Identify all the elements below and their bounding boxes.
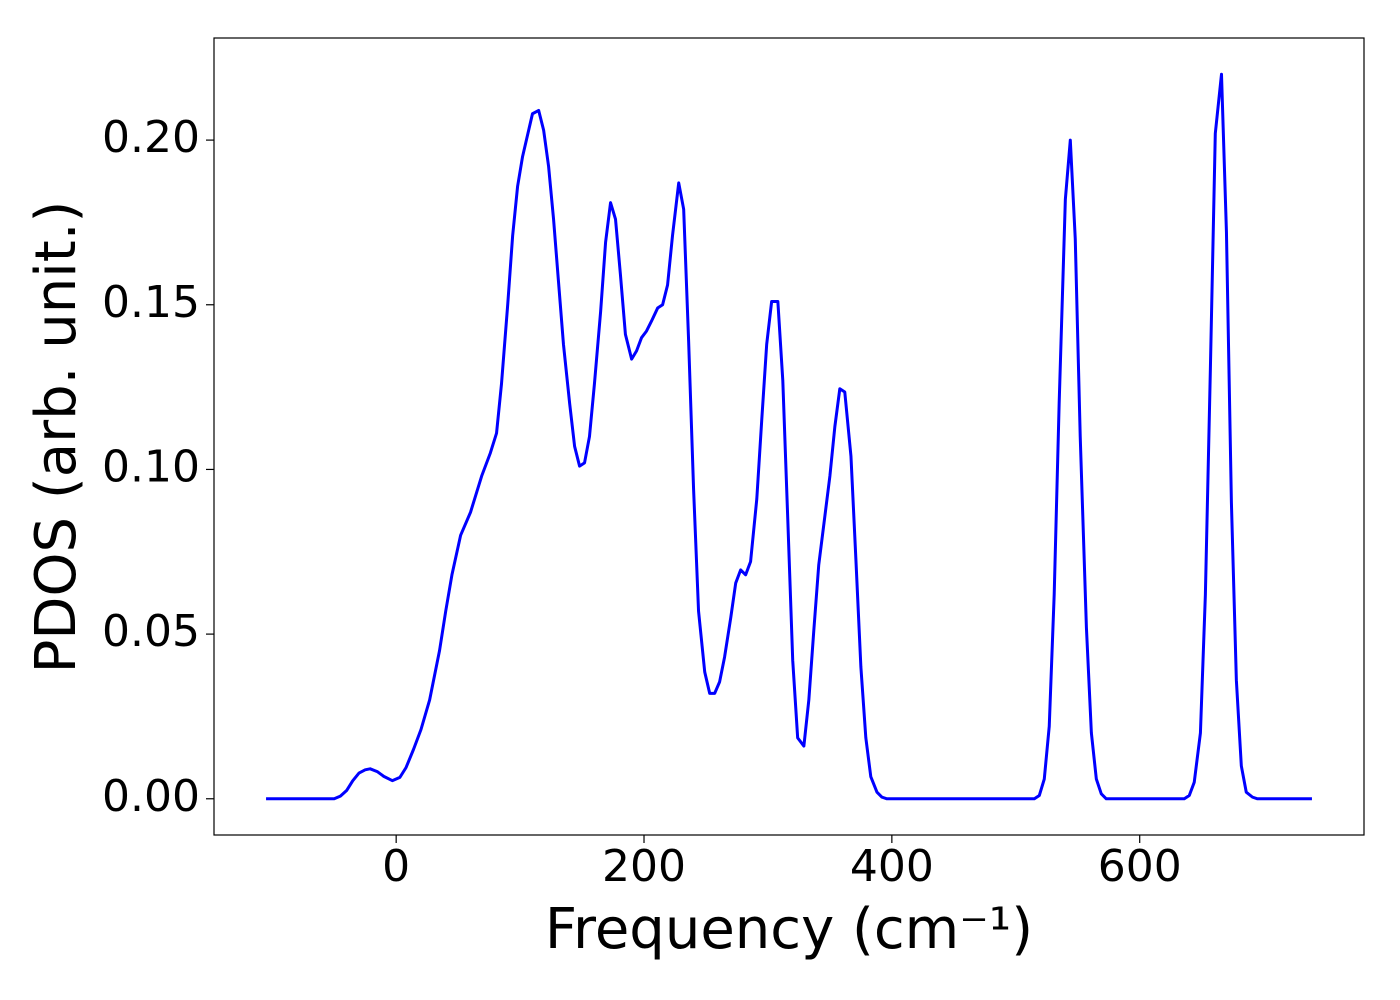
y-tick-label: 0.05 xyxy=(102,606,200,657)
y-axis-label: PDOS (arb. unit.) xyxy=(24,201,89,674)
pdos-line xyxy=(266,72,1312,801)
y-tick-label: 0.10 xyxy=(102,441,200,492)
x-tick-label: 200 xyxy=(602,841,686,892)
x-tick-label: 400 xyxy=(850,841,934,892)
x-tick-label: 0 xyxy=(382,841,410,892)
x-tick-label: 600 xyxy=(1098,841,1182,892)
y-tick-label: 0.15 xyxy=(102,277,200,328)
x-axis-label: Frequency (cm⁻¹) xyxy=(545,897,1033,962)
y-tick-label: 0.20 xyxy=(102,112,200,163)
plot-frame xyxy=(213,37,1365,836)
y-tick-label: 0.00 xyxy=(102,771,200,822)
